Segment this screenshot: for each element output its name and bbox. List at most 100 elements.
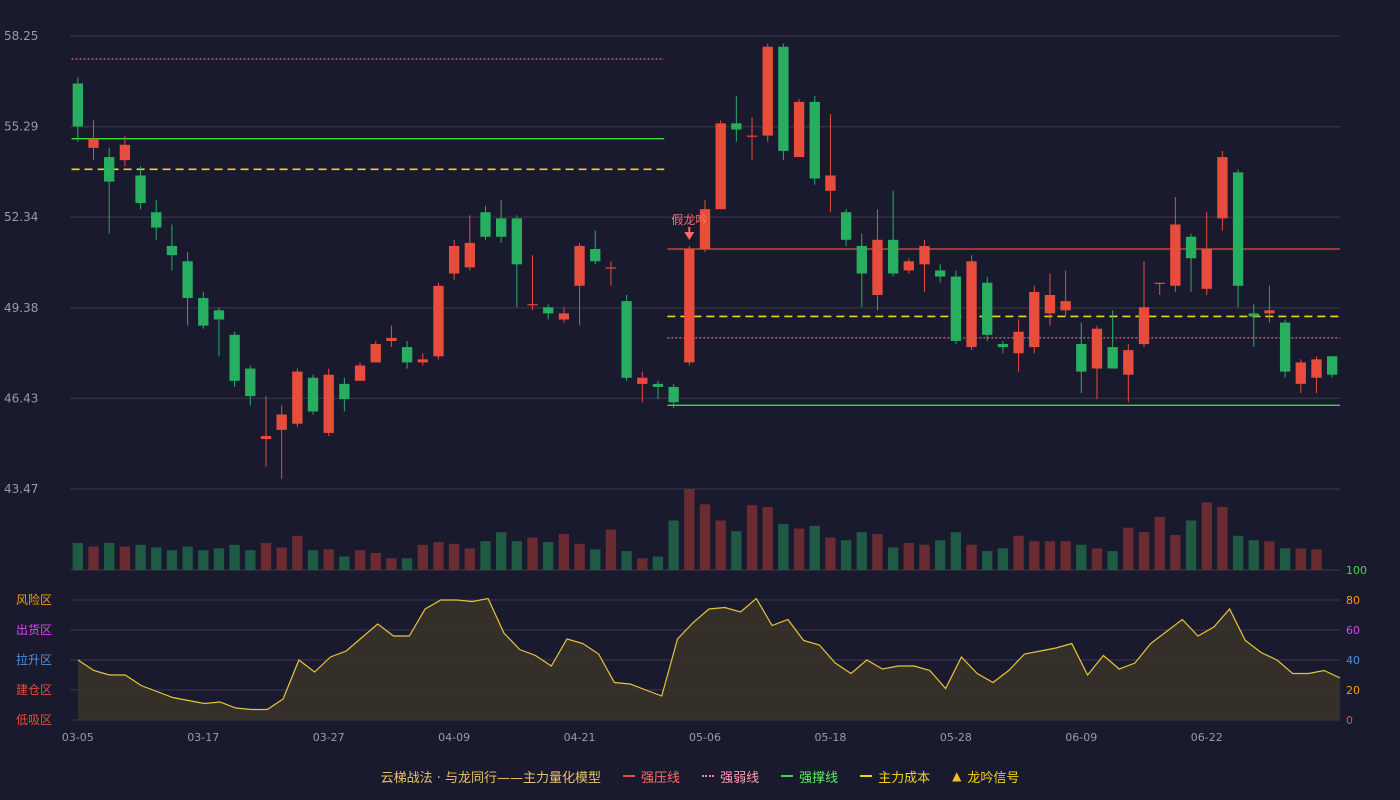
candle-body — [464, 242, 475, 268]
volume-bar — [370, 552, 381, 570]
candle-body — [276, 414, 287, 430]
volume-bar — [464, 548, 475, 570]
candle-body — [1201, 249, 1212, 289]
candle-body — [590, 249, 601, 262]
volume-bars — [72, 489, 1322, 570]
volume-bar — [1154, 516, 1165, 570]
date-tick-label: 04-09 — [438, 731, 470, 744]
candle-body — [1138, 307, 1150, 345]
legend-signal-label: 龙吟信号 — [967, 770, 1020, 786]
candle-body — [433, 285, 444, 357]
candle-body — [323, 374, 334, 433]
candle-body — [292, 371, 303, 424]
candle-body — [119, 144, 131, 161]
volume-bar — [386, 558, 397, 570]
candle-body — [809, 101, 820, 179]
volume-bar — [480, 541, 491, 570]
volume-bar — [245, 550, 256, 570]
candle-body — [1076, 344, 1087, 372]
candle-body — [495, 218, 507, 237]
volume-bar — [856, 532, 867, 570]
price-tick-label: 52.34 — [4, 210, 38, 224]
candle-body — [1311, 359, 1322, 378]
legend-cost-swatch — [860, 775, 873, 777]
candle-body — [1060, 301, 1071, 311]
candle-body — [370, 344, 381, 363]
volume-bar — [213, 548, 225, 570]
legend-strong-pressure[interactable]: 强压线 — [623, 767, 680, 786]
zone-label: 拉升区 — [16, 652, 52, 667]
volume-bar — [668, 520, 679, 570]
candle-body — [511, 218, 523, 265]
date-tick-label: 03-27 — [313, 731, 345, 744]
volume-bar — [339, 556, 350, 570]
volume-bar — [1201, 502, 1212, 570]
candle-body — [339, 383, 350, 400]
volume-bar — [135, 544, 146, 570]
volume-bar — [166, 550, 178, 570]
zone-label: 出货区 — [16, 622, 52, 637]
candle-body — [684, 249, 695, 363]
volume-bar — [1232, 535, 1244, 570]
volume-bar — [950, 532, 962, 570]
volume-bar — [1076, 544, 1087, 570]
candle-body — [856, 245, 867, 274]
legend-cost[interactable]: 主力成本 — [860, 767, 930, 786]
volume-bar — [825, 537, 836, 570]
volume-bar — [119, 546, 131, 570]
volume-bar — [997, 548, 1009, 570]
candle-body — [966, 261, 977, 348]
legend-support[interactable]: 强撑线 — [781, 767, 838, 786]
candle-body — [715, 123, 726, 210]
legend-support-label: 强撑线 — [799, 770, 839, 786]
candle-body — [668, 386, 679, 403]
volume-bar — [1029, 541, 1040, 570]
zone-label: 建仓区 — [16, 683, 52, 697]
candle-body — [1326, 356, 1338, 375]
volume-bar — [1044, 541, 1056, 570]
volume-bar — [1060, 541, 1071, 570]
legend-weak[interactable]: 强弱线 — [702, 767, 759, 786]
volume-bar — [1013, 535, 1024, 570]
candle-body — [198, 298, 209, 326]
volume-bar — [793, 528, 805, 570]
candle-body — [213, 310, 225, 320]
oscillator-area — [78, 598, 1340, 720]
candle-body — [260, 435, 272, 440]
osc-tick-label: 80 — [1346, 594, 1360, 607]
legend-signal[interactable]: ▲ 龙吟信号 — [952, 767, 1019, 786]
volume-bar — [982, 551, 993, 570]
volume-bar — [605, 529, 617, 570]
axis-labels: 58.25 55.29 52.34 49.38 46.43 43.47 100 80 60 40 2… — [4, 29, 1367, 744]
volume-bar — [731, 531, 742, 570]
volume-bar — [558, 534, 570, 570]
candle-body — [166, 245, 178, 256]
volume-bar — [574, 543, 585, 570]
candle-body — [151, 212, 162, 228]
candle-body — [417, 359, 428, 363]
candle-body — [558, 313, 570, 320]
volume-bar — [292, 535, 303, 570]
volume-bar — [903, 543, 915, 570]
candle-body — [1170, 224, 1181, 286]
candle-body — [1091, 328, 1103, 369]
date-tick-label: 05-18 — [814, 731, 846, 744]
candle-body — [480, 212, 491, 237]
candle-body — [762, 46, 773, 136]
date-tick-label: 06-22 — [1191, 731, 1223, 744]
candle-body — [1044, 294, 1056, 314]
volume-bar — [182, 546, 193, 570]
volume-bar — [684, 489, 695, 570]
price-tick-label: 46.43 — [4, 391, 38, 405]
price-tick-label: 43.47 — [4, 482, 38, 496]
candle-body — [887, 239, 899, 274]
legend-strong-label: 强压线 — [641, 770, 681, 786]
candle-body — [637, 377, 648, 384]
volume-bar — [1248, 540, 1259, 570]
price-tick-label: 55.29 — [4, 120, 38, 134]
candle-body — [401, 347, 413, 363]
volume-bar — [637, 558, 648, 570]
volume-bar — [1217, 507, 1228, 570]
legend: 云梯战法 · 与龙同行——主力量化模型 强压线 强弱线 强撑线 主力成本 ▲ 龙… — [0, 764, 1400, 788]
candle-body — [982, 282, 993, 335]
